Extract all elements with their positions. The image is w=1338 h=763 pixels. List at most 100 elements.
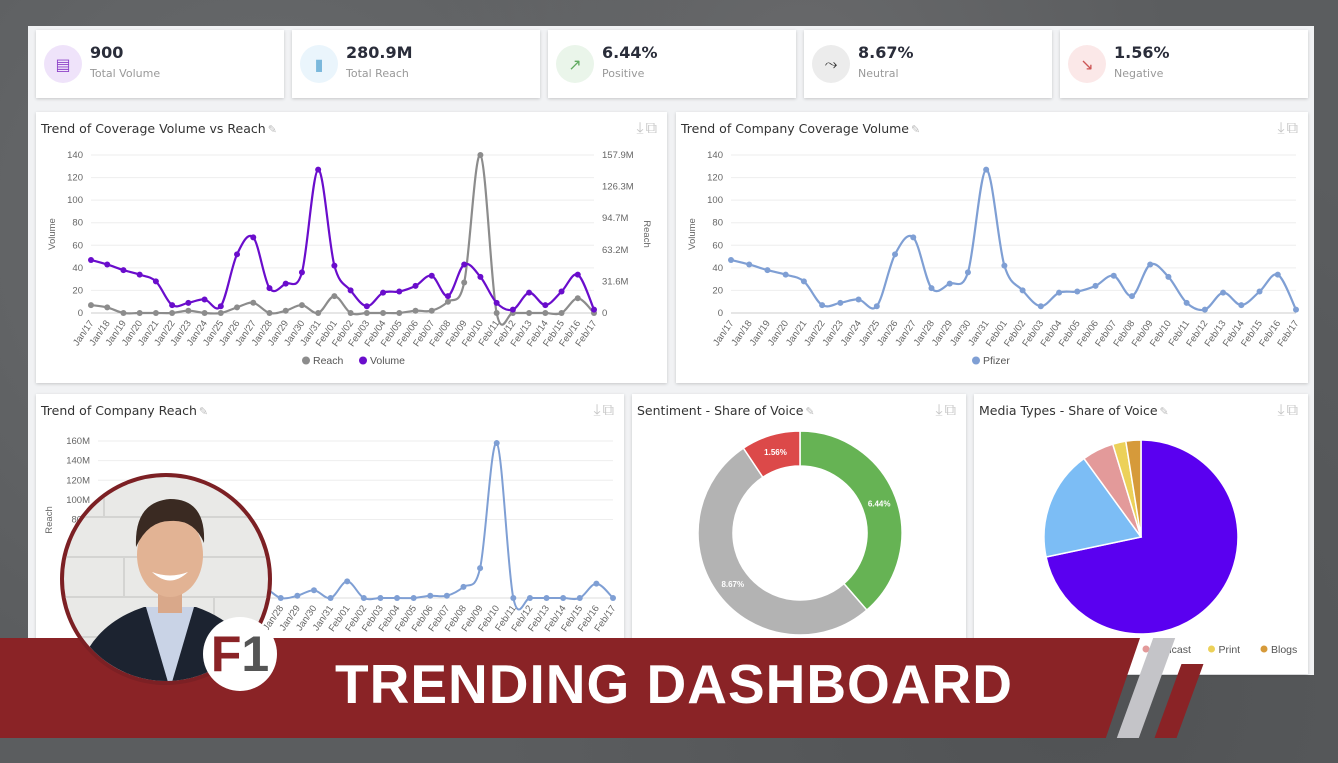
- data-point: [543, 595, 550, 601]
- data-point: [510, 595, 517, 601]
- kpi-label: Negative: [1114, 67, 1164, 80]
- kpi-label: Total Volume: [90, 67, 161, 80]
- pie-slice: [799, 430, 903, 612]
- external-link-icon[interactable]: ⧉: [645, 118, 659, 137]
- data-point: [136, 271, 143, 278]
- legend-label: Pfizer: [983, 355, 1010, 367]
- slice-label: 6.44%: [868, 499, 891, 508]
- y-axis-title: Volume: [687, 218, 698, 250]
- panel-company-coverage-volume: Trend of Company Coverage Volume ✎ ⤓⧉ 0 20…: [676, 112, 1308, 383]
- y-tick-label: 60: [712, 240, 723, 251]
- external-link-icon[interactable]: ⧉: [602, 400, 616, 419]
- data-point: [169, 310, 176, 316]
- y2-tick-label: 0: [602, 308, 607, 319]
- y-tick-label: 80: [712, 218, 723, 229]
- data-point: [1092, 282, 1099, 289]
- data-point: [120, 310, 127, 316]
- download-icon[interactable]: ⤓: [636, 118, 646, 137]
- data-point: [282, 307, 289, 314]
- data-point: [728, 256, 734, 263]
- data-point: [201, 296, 208, 303]
- data-point: [873, 303, 880, 310]
- kpi-card-total-volume: ▤ 900 Total Volume: [36, 30, 284, 98]
- download-icon[interactable]: ⤓: [593, 400, 603, 419]
- edit-pencil-icon[interactable]: ✎: [805, 405, 815, 418]
- data-point: [234, 251, 241, 258]
- data-point: [983, 166, 990, 173]
- download-icon[interactable]: ⤓: [1277, 400, 1287, 419]
- data-point: [152, 310, 159, 316]
- panel-title: Media Types - Share of Voice: [979, 403, 1158, 418]
- data-point: [964, 269, 971, 276]
- data-point: [591, 306, 597, 313]
- external-link-icon[interactable]: ⧉: [944, 400, 958, 419]
- y2-axis-title: Reach: [641, 220, 652, 247]
- data-point: [396, 288, 403, 295]
- y-tick-label: 100M: [66, 495, 90, 506]
- data-point: [1238, 302, 1245, 309]
- data-point: [294, 592, 301, 599]
- pie-slice: [697, 447, 868, 636]
- legend-marker: [359, 356, 367, 365]
- edit-pencil-icon[interactable]: ✎: [267, 123, 277, 136]
- data-point: [542, 302, 549, 309]
- panel-sentiment: Sentiment - Share of Voice ✎ ⤓⧉ 6.44% 8.67…: [632, 394, 966, 664]
- panel-title: Trend of Coverage Volume vs Reach: [41, 121, 266, 136]
- external-link-icon[interactable]: ⧉: [1286, 118, 1300, 137]
- data-point: [1037, 303, 1044, 310]
- data-point: [1074, 288, 1081, 295]
- data-point: [428, 272, 435, 279]
- data-point: [477, 565, 484, 572]
- data-point: [396, 310, 403, 316]
- y-tick-label: 120: [707, 173, 723, 184]
- data-point: [477, 152, 484, 158]
- data-point: [347, 310, 354, 316]
- data-point: [277, 595, 284, 601]
- kpi-card-total-reach: ▮ 280.9M Total Reach: [292, 30, 540, 98]
- banner-title: TRENDING DASHBOARD: [335, 653, 1013, 715]
- y2-tick-label: 31.6M: [602, 276, 628, 287]
- data-point: [444, 293, 451, 300]
- data-point: [1183, 299, 1190, 306]
- kpi-card-negative: ↘ 1.56% Negative: [1060, 30, 1308, 98]
- y-tick-label: 120M: [66, 475, 90, 486]
- edit-pencil-icon[interactable]: ✎: [911, 123, 921, 136]
- data-point: [444, 298, 451, 305]
- data-point: [250, 234, 257, 241]
- data-point: [1128, 293, 1135, 300]
- chart-volume-vs-reach: 0 20 40 60 80 100 120 140 0 31.6M 63.2M 94.7M 126.3M…: [47, 150, 652, 367]
- edit-pencil-icon[interactable]: ✎: [1159, 405, 1169, 418]
- pie-slice: [1043, 457, 1143, 558]
- data-point: [1056, 289, 1063, 296]
- data-point: [120, 267, 127, 274]
- data-point: [344, 578, 351, 585]
- data-point: [493, 310, 500, 316]
- edit-pencil-icon[interactable]: ✎: [198, 405, 209, 418]
- data-point: [152, 278, 159, 285]
- legend-marker: [972, 356, 980, 365]
- y-tick-label: 20: [72, 285, 83, 296]
- y-tick-label: 0: [78, 308, 83, 319]
- legend-marker: [1260, 645, 1268, 653]
- data-point: [394, 595, 401, 601]
- external-link-icon[interactable]: ⧉: [1286, 400, 1300, 419]
- legend-label: Volume: [370, 355, 405, 367]
- data-point: [493, 299, 500, 306]
- data-point: [327, 595, 334, 601]
- data-point: [576, 595, 583, 601]
- download-icon[interactable]: ⤓: [935, 400, 945, 419]
- y-axis-title: Volume: [47, 218, 58, 250]
- data-point: [526, 595, 533, 601]
- data-point: [315, 166, 322, 173]
- y-tick-label: 100: [707, 195, 723, 206]
- data-point: [928, 285, 935, 292]
- data-point: [380, 289, 387, 296]
- download-icon[interactable]: ⤓: [1277, 118, 1287, 137]
- data-point: [746, 261, 753, 268]
- data-point: [104, 261, 111, 268]
- data-point: [558, 288, 565, 295]
- panel-title: Sentiment - Share of Voice: [637, 403, 804, 418]
- series-line-pfizer: [730, 168, 1297, 312]
- y2-tick-label: 94.7M: [602, 213, 628, 224]
